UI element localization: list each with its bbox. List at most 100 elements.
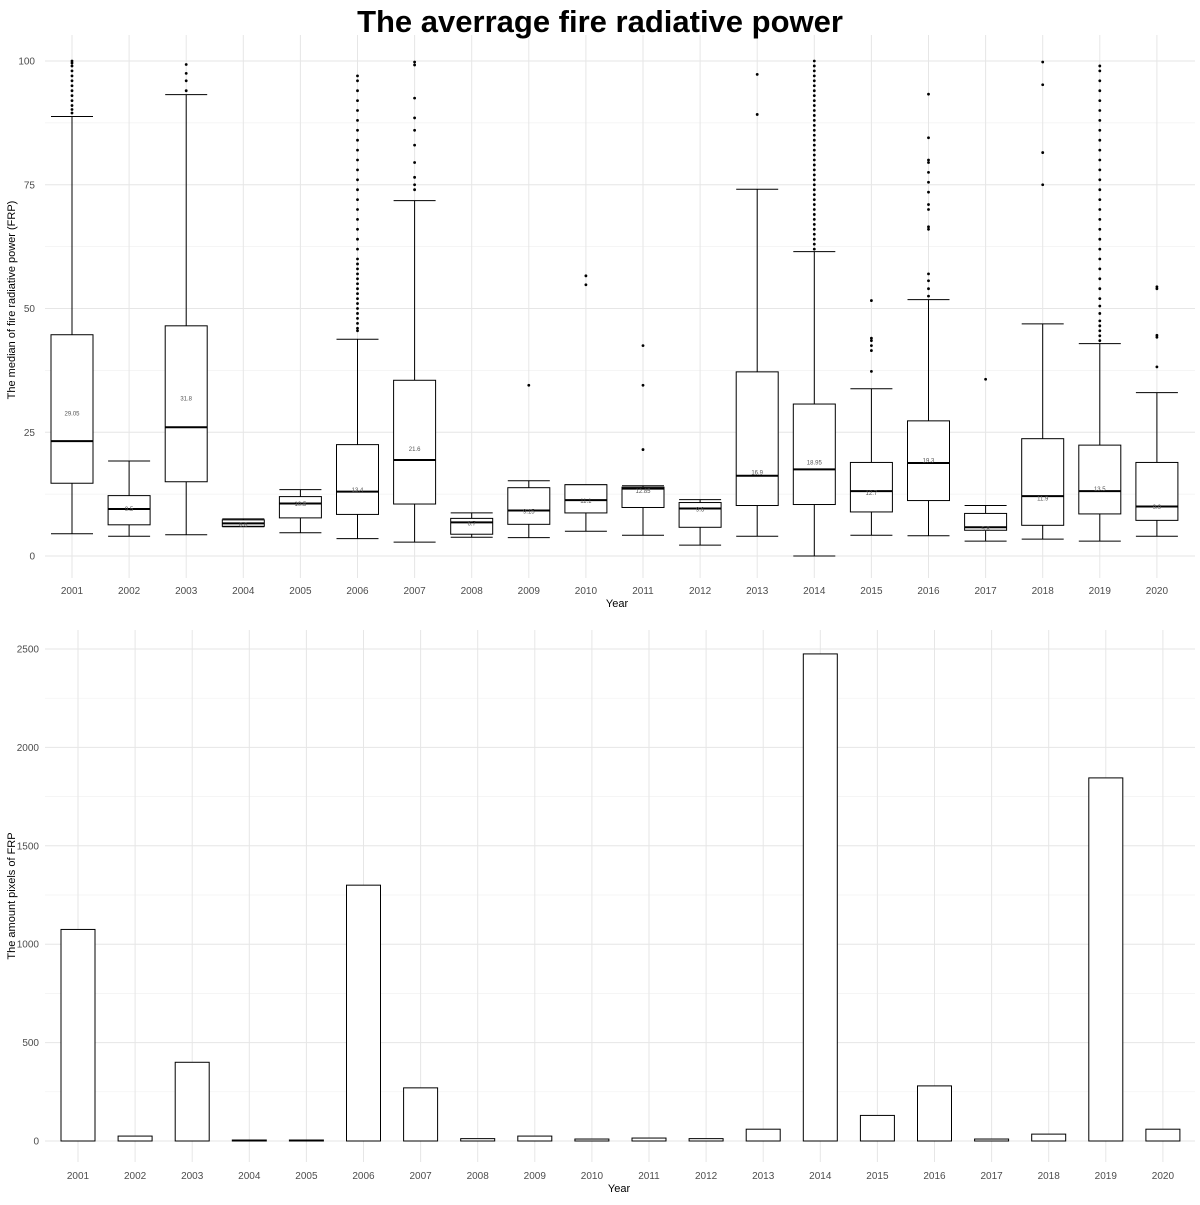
outlier-point — [812, 188, 816, 192]
bar-2005 — [288, 1139, 324, 1142]
bar-2020 — [1145, 1128, 1181, 1142]
box-iqr — [678, 502, 722, 528]
outlier-point — [755, 72, 759, 76]
y-tick-label: 25 — [24, 428, 36, 439]
outlier-point — [1098, 227, 1102, 231]
x-tick-label: 2019 — [1089, 586, 1112, 597]
bar-2007 — [403, 1087, 439, 1142]
bar-2012 — [688, 1138, 724, 1142]
outlier-point — [70, 64, 74, 68]
outlier-point — [70, 61, 74, 65]
box-iqr — [164, 325, 208, 483]
y-tick-label: 500 — [22, 1038, 39, 1049]
outlier-point — [1098, 128, 1102, 132]
x-tick-label: 2007 — [409, 1171, 432, 1182]
outlier-point — [356, 198, 359, 202]
outlier-point — [927, 136, 930, 140]
outlier-point — [1098, 218, 1102, 221]
outlier-point — [184, 71, 188, 75]
box-2013: 16.9 — [735, 72, 779, 537]
box-iqr — [278, 496, 322, 519]
outlier-point — [927, 190, 930, 194]
outlier-point — [812, 69, 816, 73]
y-tick-label: 100 — [18, 57, 35, 68]
x-tick-label: 2008 — [461, 586, 484, 597]
x-tick-label: 2009 — [518, 586, 541, 597]
x-tick-label: 2001 — [61, 586, 84, 597]
outlier-point — [1155, 333, 1159, 337]
outlier-point — [1041, 60, 1045, 64]
outlier-point — [356, 312, 359, 315]
x-tick-label: 2003 — [181, 1171, 204, 1182]
outlier-point — [812, 237, 816, 241]
outlier-point — [1098, 64, 1102, 68]
bar-2016 — [917, 1085, 952, 1142]
box-label: 29.05 — [64, 411, 80, 417]
box-2019: 13.5 — [1078, 64, 1122, 542]
box-2007: 21.6 — [393, 60, 437, 543]
outlier-point — [641, 448, 645, 451]
outlier-point — [356, 109, 359, 112]
box-2004: 6.6 — [221, 518, 265, 529]
outlier-point — [356, 128, 359, 132]
outlier-point — [1098, 208, 1102, 211]
outlier-point — [356, 178, 359, 182]
outlier-point — [1098, 297, 1102, 300]
x-tick-label: 2019 — [1095, 1171, 1118, 1182]
bar-2004 — [231, 1139, 267, 1142]
box-label: 12.85 — [635, 489, 651, 495]
outlier-point — [1155, 287, 1159, 291]
outlier-point — [1098, 148, 1102, 152]
outlier-point — [927, 161, 930, 164]
x-tick-label: 2017 — [980, 1171, 1003, 1182]
outlier-point — [1098, 312, 1102, 315]
outlier-point — [1098, 178, 1102, 182]
bar-2002 — [117, 1135, 153, 1142]
outlier-point — [812, 213, 816, 216]
outlier-point — [356, 138, 359, 142]
y-tick-label: 2000 — [17, 743, 40, 754]
outlier-point — [70, 69, 74, 73]
box-2001: 29.05 — [50, 59, 94, 535]
outlier-point — [70, 111, 74, 115]
outlier-point — [927, 225, 930, 229]
outlier-point — [1041, 183, 1045, 187]
outlier-point — [812, 218, 816, 221]
x-axis-title: Year — [608, 1183, 631, 1195]
outlier-point — [1098, 329, 1102, 333]
box-iqr — [792, 403, 836, 506]
outlier-point — [356, 302, 359, 305]
box-2016: 19.3 — [907, 92, 950, 537]
outlier-point — [812, 242, 816, 246]
outlier-point — [812, 99, 816, 102]
x-tick-label: 2008 — [467, 1171, 490, 1182]
box-2002: 9.5 — [107, 460, 151, 537]
x-tick-label: 2013 — [752, 1171, 775, 1182]
y-tick-label: 0 — [29, 552, 35, 563]
outlier-point — [70, 74, 74, 78]
bar-2019 — [1088, 777, 1124, 1142]
box-label: 9.9 — [1153, 505, 1162, 511]
outlier-point — [812, 109, 816, 112]
outlier-point — [927, 287, 930, 291]
x-tick-label: 2012 — [695, 1171, 718, 1182]
outlier-point — [356, 297, 359, 300]
outlier-point — [356, 119, 359, 122]
x-tick-label: 2005 — [289, 586, 312, 597]
outlier-point — [1098, 79, 1102, 83]
box-label: 10.5 — [295, 502, 307, 508]
outlier-point — [1098, 247, 1102, 251]
outlier-point — [356, 99, 359, 102]
outlier-point — [1098, 138, 1102, 142]
outlier-point — [1098, 287, 1102, 291]
outlier-point — [812, 74, 816, 78]
outlier-point — [184, 89, 188, 93]
box-2017: 5.8 — [964, 377, 1008, 542]
outlier-point — [1098, 168, 1102, 172]
box-2008: 6.7 — [450, 512, 494, 538]
outlier-point — [812, 153, 816, 157]
outlier-point — [870, 344, 873, 348]
outlier-point — [356, 237, 359, 241]
outlier-point — [927, 203, 930, 206]
